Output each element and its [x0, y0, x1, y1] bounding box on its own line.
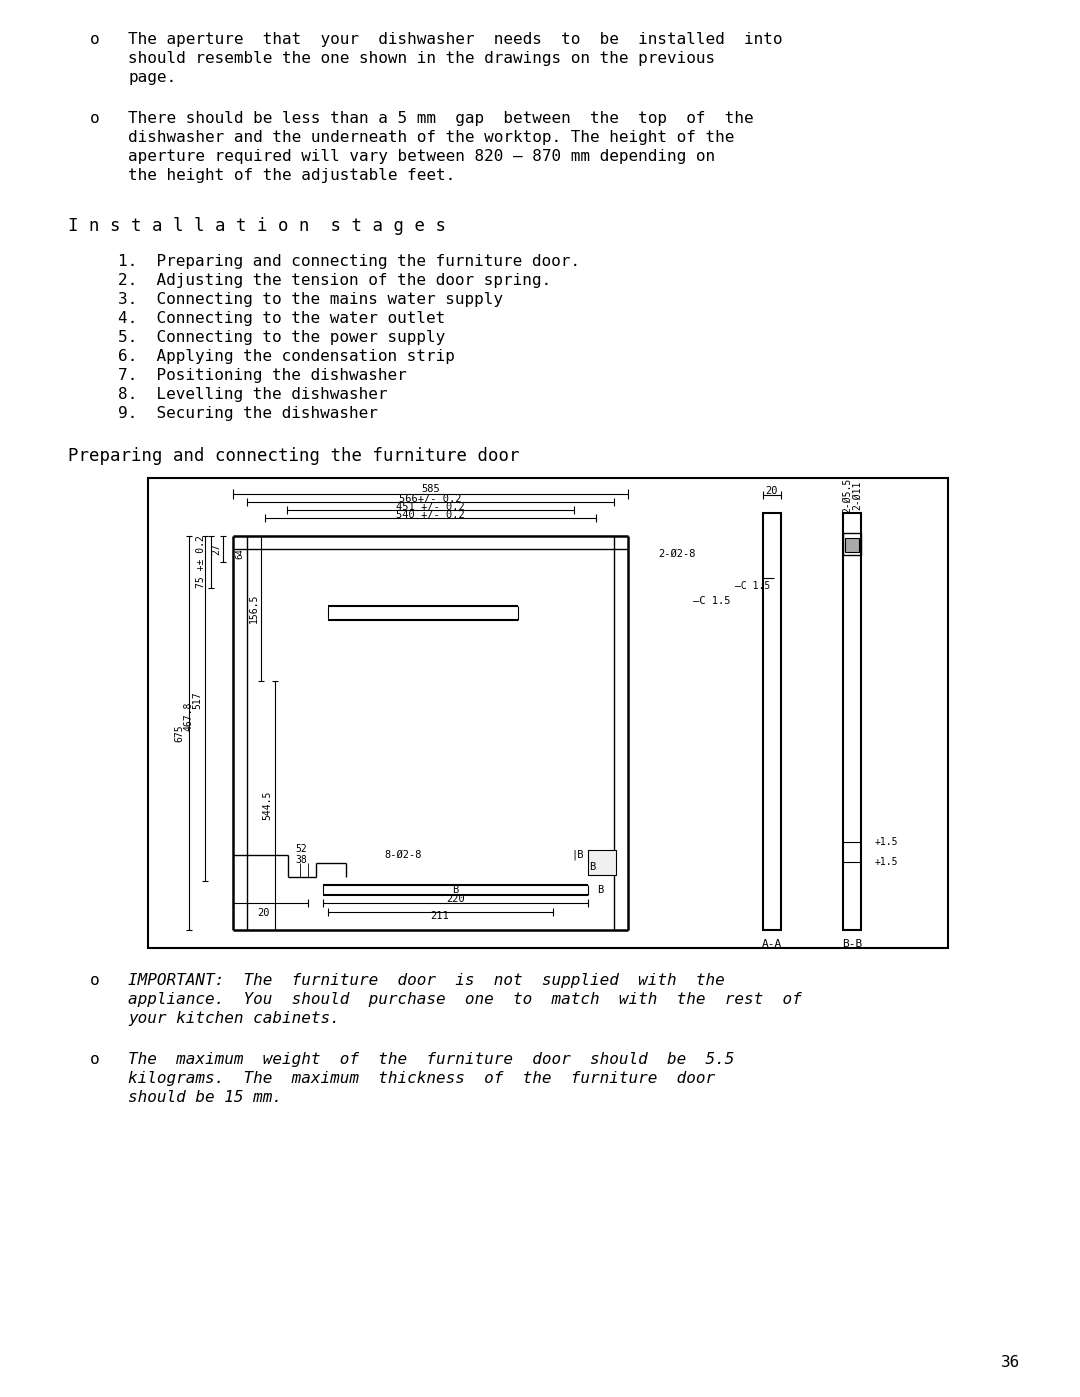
Text: 156.5: 156.5 — [249, 594, 259, 623]
Text: o: o — [90, 972, 99, 988]
Text: 517: 517 — [192, 692, 202, 710]
Bar — [843, 513, 861, 930]
Text: +1.5: +1.5 — [875, 856, 899, 868]
Text: —C 1.5: —C 1.5 — [735, 581, 770, 591]
Text: appliance.  You  should  purchase  one  to  match  with  the  rest  of: appliance. You should purchase one to ma… — [129, 992, 801, 1007]
Text: 220: 220 — [446, 894, 464, 904]
Text: 52: 52 — [295, 844, 307, 854]
Text: 8-Ø2-8: 8-Ø2-8 — [384, 849, 422, 861]
Text: o: o — [90, 32, 99, 47]
Text: —C 1.5: —C 1.5 — [693, 597, 730, 606]
Text: 585: 585 — [421, 483, 440, 495]
Bar — [588, 849, 616, 875]
Text: page.: page. — [129, 70, 176, 85]
Text: 36: 36 — [1000, 1355, 1020, 1370]
Text: 20: 20 — [257, 908, 269, 918]
Text: I n s t a l l a t i o n  s t a g e s: I n s t a l l a t i o n s t a g e s — [68, 217, 446, 235]
Text: A-A: A-A — [761, 939, 782, 949]
Text: 20: 20 — [766, 486, 779, 496]
Text: 1.  Preparing and connecting the furniture door.: 1. Preparing and connecting the furnitur… — [118, 254, 580, 270]
Text: 9.  Securing the dishwasher: 9. Securing the dishwasher — [118, 407, 378, 420]
Text: B: B — [597, 886, 603, 895]
Text: should be 15 mm.: should be 15 mm. — [129, 1090, 282, 1105]
Bar — [148, 478, 948, 949]
Text: There should be less than a 5 mm  gap  between  the  top  of  the: There should be less than a 5 mm gap bet… — [129, 110, 754, 126]
Text: kilograms.  The  maximum  thickness  of  the  furniture  door: kilograms. The maximum thickness of the … — [129, 1071, 715, 1085]
Text: 2-Ø11: 2-Ø11 — [852, 481, 862, 510]
Text: 6.  Applying the condensation strip: 6. Applying the condensation strip — [118, 349, 455, 365]
Text: 675: 675 — [174, 724, 184, 742]
Text: your kitchen cabinets.: your kitchen cabinets. — [129, 1011, 340, 1025]
Text: 8.  Levelling the dishwasher: 8. Levelling the dishwasher — [118, 387, 388, 402]
Text: 540 +/- 0.2: 540 +/- 0.2 — [396, 510, 464, 520]
Text: 64: 64 — [235, 549, 244, 559]
Bar — [762, 513, 781, 930]
Text: 544.5: 544.5 — [262, 791, 272, 820]
Text: 75 +± 0.2: 75 +± 0.2 — [195, 535, 206, 588]
Text: B-B: B-B — [842, 939, 862, 949]
Text: The aperture  that  your  dishwasher  needs  to  be  installed  into: The aperture that your dishwasher needs … — [129, 32, 783, 47]
Text: The  maximum  weight  of  the  furniture  door  should  be  5.5: The maximum weight of the furniture door… — [129, 1052, 734, 1067]
Text: 27: 27 — [211, 543, 221, 555]
Text: B: B — [589, 862, 595, 872]
Text: IMPORTANT:  The  furniture  door  is  not  supplied  with  the: IMPORTANT: The furniture door is not sup… — [129, 972, 725, 988]
Text: 2.  Adjusting the tension of the door spring.: 2. Adjusting the tension of the door spr… — [118, 272, 551, 288]
Text: 38: 38 — [295, 855, 307, 865]
Text: 2-Ø5.5: 2-Ø5.5 — [842, 478, 852, 513]
Text: the height of the adjustable feet.: the height of the adjustable feet. — [129, 168, 456, 183]
Text: o: o — [90, 1052, 99, 1067]
Text: 467.8: 467.8 — [184, 701, 194, 731]
Text: o: o — [90, 110, 99, 126]
Text: aperture required will vary between 820 – 870 mm depending on: aperture required will vary between 820 … — [129, 149, 715, 163]
Text: Preparing and connecting the furniture door: Preparing and connecting the furniture d… — [68, 447, 519, 465]
Text: |B: |B — [571, 849, 584, 861]
Text: B: B — [453, 886, 459, 895]
Text: 5.  Connecting to the power supply: 5. Connecting to the power supply — [118, 330, 445, 345]
Text: 3.  Connecting to the mains water supply: 3. Connecting to the mains water supply — [118, 292, 503, 307]
Text: 566+/- 0.2: 566+/- 0.2 — [400, 495, 462, 504]
Text: should resemble the one shown in the drawings on the previous: should resemble the one shown in the dra… — [129, 52, 715, 66]
Text: dishwasher and the underneath of the worktop. The height of the: dishwasher and the underneath of the wor… — [129, 130, 734, 145]
Text: 211: 211 — [431, 911, 449, 921]
Text: +1.5: +1.5 — [875, 837, 899, 847]
Text: 4.  Connecting to the water outlet: 4. Connecting to the water outlet — [118, 312, 445, 326]
Bar — [845, 538, 859, 552]
Text: 451 +/- 0.2: 451 +/- 0.2 — [396, 502, 464, 511]
Text: 2-Ø2-8: 2-Ø2-8 — [658, 549, 696, 559]
Text: 7.  Positioning the dishwasher: 7. Positioning the dishwasher — [118, 367, 407, 383]
Bar — [843, 534, 861, 555]
